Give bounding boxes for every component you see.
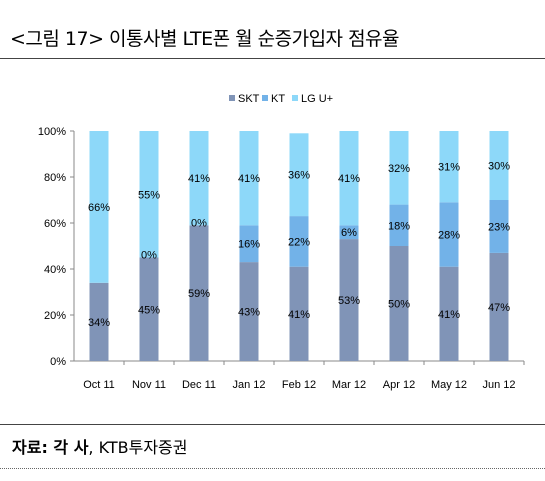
footer-divider (0, 424, 545, 425)
bar-lg-u- (439, 131, 459, 203)
bar-skt (239, 262, 259, 361)
title-divider (0, 58, 545, 59)
y-tick-label: 40% (44, 264, 66, 276)
data-label: 0% (141, 250, 157, 262)
data-label: 28% (438, 230, 460, 242)
x-tick-label: Mar 12 (332, 379, 366, 391)
data-label: 31% (438, 162, 460, 174)
data-label: 36% (288, 170, 310, 182)
y-tick-label: 0% (50, 356, 66, 368)
legend-label: LG U+ (301, 93, 333, 105)
data-label: 16% (238, 239, 260, 251)
bar-lg-u- (139, 131, 159, 258)
stacked-bar-chart: 0% 20% 40% 60% 80% 100% Oct 11 Nov 11 Dec 11 Jan … (38, 93, 525, 391)
data-label: 41% (438, 309, 460, 321)
bar-skt (389, 246, 409, 361)
bar-lg-u- (189, 131, 209, 226)
data-label: 43% (238, 307, 260, 319)
bar-kt (389, 204, 409, 246)
data-label: 34% (88, 317, 110, 329)
bar-lg-u- (239, 131, 259, 226)
bar-kt (489, 200, 509, 253)
bar-skt (339, 239, 359, 361)
data-label: 32% (388, 163, 410, 175)
bar-lg-u- (489, 131, 509, 200)
data-label: 6% (341, 227, 357, 239)
bar-skt (89, 282, 109, 361)
x-tick-label: Apr 12 (383, 379, 415, 391)
data-label: 30% (488, 161, 510, 173)
legend-swatch (229, 95, 235, 101)
data-label: 0% (191, 217, 207, 229)
bar-kt (239, 225, 259, 263)
bar-lg-u- (289, 133, 309, 217)
legend-label: KT (271, 93, 285, 105)
data-label: 50% (388, 299, 410, 311)
bar-kt (339, 225, 359, 240)
x-tick-label: Feb 12 (282, 379, 316, 391)
x-tick-label: Jun 12 (482, 379, 515, 391)
x-tick-label: Oct 11 (83, 379, 115, 391)
y-tick-label: 80% (44, 172, 66, 184)
legend-label: SKT (238, 93, 260, 105)
bar-skt (139, 257, 159, 361)
y-tick-label: 20% (44, 310, 66, 322)
data-label: 59% (188, 288, 210, 300)
bar-skt (189, 225, 209, 361)
bar-lg-u- (89, 131, 109, 283)
source-label: 자료: 각 사 (12, 438, 89, 457)
data-label: 41% (288, 309, 310, 321)
bar-skt (439, 266, 459, 361)
data-label: 66% (88, 202, 110, 214)
y-tick-label: 100% (38, 126, 66, 138)
bar-lg-u- (339, 131, 359, 226)
source-text: , KTB투자증권 (88, 438, 188, 457)
data-label: 41% (188, 173, 210, 185)
bar-lg-u- (389, 131, 409, 205)
x-tick-label: Dec 11 (182, 379, 216, 391)
data-label: 41% (338, 173, 360, 185)
data-label: 47% (488, 302, 510, 314)
bottom-divider (0, 468, 545, 469)
legend-swatch (292, 95, 298, 101)
data-label: 45% (138, 304, 160, 316)
bar-kt (439, 202, 459, 267)
x-tick-label: Nov 11 (132, 379, 166, 391)
y-tick-label: 60% (44, 218, 66, 230)
x-tick-label: Jan 12 (232, 379, 265, 391)
page-title: <그림 17> 이통사별 LTE폰 월 순증가입자 점유율 (10, 28, 400, 50)
x-tick-label: May 12 (431, 379, 467, 391)
source-note: 자료: 각 사, KTB투자증권 (12, 434, 187, 458)
legend-swatch (262, 95, 268, 101)
data-label: 55% (138, 189, 160, 201)
data-label: 22% (288, 236, 310, 248)
data-label: 41% (238, 173, 260, 185)
bar-kt (289, 216, 309, 267)
data-label: 18% (388, 220, 410, 232)
data-label: 53% (338, 295, 360, 307)
bar-skt (289, 266, 309, 361)
data-label: 23% (488, 221, 510, 233)
bar-skt (489, 252, 509, 361)
